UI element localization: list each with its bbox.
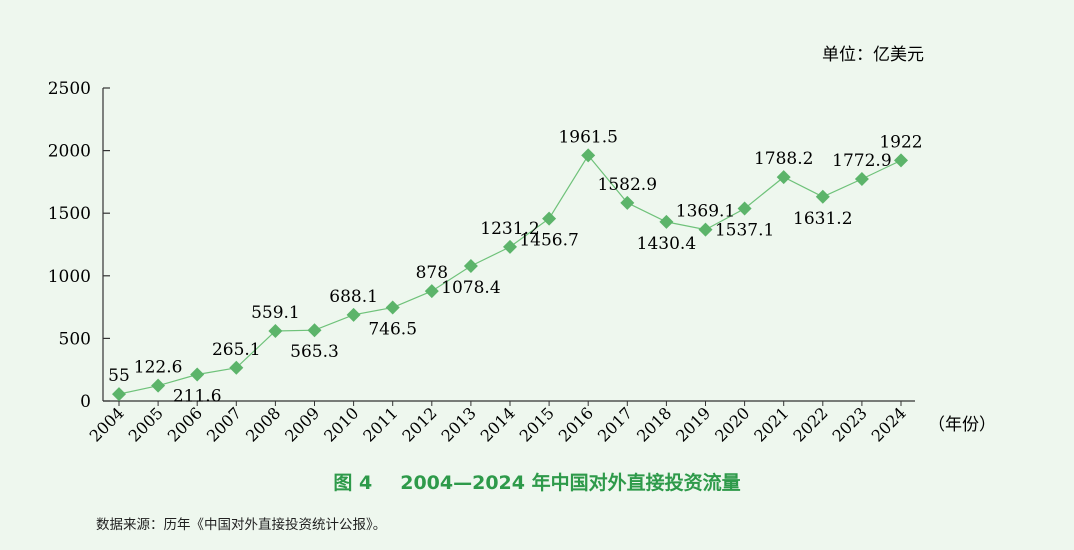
data-label: 1231.2 bbox=[480, 219, 539, 239]
x-tick-label: 2016 bbox=[555, 403, 597, 445]
data-point-marker bbox=[659, 214, 674, 229]
data-point-marker bbox=[463, 258, 478, 273]
data-label: 55 bbox=[108, 366, 130, 386]
data-point-marker bbox=[268, 324, 283, 339]
data-label: 1456.7 bbox=[519, 231, 578, 251]
x-axis-ticks: 2004200520062007200820092010201120122013… bbox=[86, 401, 910, 446]
data-label: 1922 bbox=[879, 132, 922, 152]
data-label: 1788.2 bbox=[754, 149, 813, 169]
unit-label: 单位：亿美元 bbox=[822, 45, 924, 65]
data-point-marker bbox=[620, 195, 635, 210]
data-point-marker bbox=[776, 170, 791, 185]
data-point-marker bbox=[854, 172, 869, 187]
x-tick-label: 2012 bbox=[398, 403, 440, 445]
x-tick-label: 2023 bbox=[829, 403, 871, 445]
data-labels: 55 122.6 211.6 265.1 559.1 565.3 688.1 746.5 878… bbox=[108, 127, 922, 406]
data-point-marker bbox=[190, 367, 205, 382]
data-label: 265.1 bbox=[212, 340, 261, 360]
x-tick-label: 2005 bbox=[125, 403, 167, 445]
series-markers bbox=[112, 148, 908, 402]
x-tick-label: 2010 bbox=[320, 403, 362, 445]
y-tick-label: 2000 bbox=[48, 142, 91, 162]
x-tick-label: 2019 bbox=[672, 403, 714, 445]
x-tick-label: 2007 bbox=[203, 403, 245, 445]
data-label: 1631.2 bbox=[793, 209, 852, 229]
data-label: 1369.1 bbox=[676, 202, 735, 222]
data-point-marker bbox=[737, 201, 752, 216]
x-tick-label: 2006 bbox=[164, 403, 206, 445]
x-axis-unit: （年份） bbox=[928, 415, 996, 435]
data-label: 688.1 bbox=[329, 287, 378, 307]
data-label: 1961.5 bbox=[558, 127, 617, 147]
x-tick-label: 2008 bbox=[242, 403, 284, 445]
data-label: 559.1 bbox=[251, 303, 300, 323]
x-tick-label: 2017 bbox=[594, 403, 636, 445]
y-tick-label: 0 bbox=[80, 392, 91, 412]
data-point-marker bbox=[385, 300, 400, 315]
y-tick-label: 1000 bbox=[48, 267, 91, 287]
data-point-marker bbox=[229, 360, 244, 375]
y-tick-label: 1500 bbox=[48, 204, 91, 224]
x-tick-label: 2004 bbox=[86, 403, 128, 445]
data-point-marker bbox=[815, 189, 830, 204]
data-point-marker bbox=[151, 378, 166, 393]
x-tick-label: 2022 bbox=[789, 403, 831, 445]
data-label: 746.5 bbox=[368, 320, 417, 340]
data-point-marker bbox=[424, 284, 439, 299]
data-label: 565.3 bbox=[290, 342, 339, 362]
data-source-note: 数据来源：历年《中国对外直接投资统计公报》。 bbox=[96, 517, 387, 533]
data-label: 211.6 bbox=[173, 387, 222, 407]
x-tick-label: 2014 bbox=[477, 403, 519, 445]
data-point-marker bbox=[542, 211, 557, 226]
data-label: 1537.1 bbox=[715, 221, 774, 241]
chart-axes bbox=[102, 88, 915, 402]
data-point-marker bbox=[307, 323, 322, 338]
data-point-marker bbox=[894, 153, 908, 168]
x-tick-label: 2013 bbox=[438, 403, 480, 445]
y-tick-label: 500 bbox=[59, 329, 91, 349]
data-point-marker bbox=[698, 222, 713, 237]
data-label: 1582.9 bbox=[598, 175, 657, 195]
data-point-marker bbox=[112, 387, 126, 402]
x-tick-label: 2020 bbox=[711, 403, 753, 445]
data-label: 878 bbox=[416, 263, 448, 283]
x-tick-label: 2018 bbox=[633, 403, 675, 445]
y-tick-label: 2500 bbox=[48, 79, 91, 99]
data-label: 1430.4 bbox=[637, 234, 696, 254]
x-tick-label: 2021 bbox=[750, 403, 792, 445]
data-point-marker bbox=[581, 148, 596, 163]
data-label: 1078.4 bbox=[441, 278, 500, 298]
x-tick-label: 2011 bbox=[359, 403, 401, 445]
data-label: 122.6 bbox=[134, 358, 183, 378]
figure-number: 图 4 bbox=[333, 472, 373, 494]
figure-title: 2004—2024 年中国对外直接投资流量 bbox=[400, 472, 741, 494]
data-point-marker bbox=[346, 307, 361, 322]
x-tick-label: 2015 bbox=[516, 403, 558, 445]
x-tick-label: 2009 bbox=[281, 403, 323, 445]
data-label: 1772.9 bbox=[832, 151, 891, 171]
y-axis-ticks: 0 500 1000 1500 2000 2500 bbox=[48, 79, 110, 412]
x-tick-label: 2024 bbox=[868, 403, 910, 445]
data-point-marker bbox=[503, 239, 517, 254]
figure-caption: 图 4 2004—2024 年中国对外直接投资流量 bbox=[0, 468, 1074, 495]
